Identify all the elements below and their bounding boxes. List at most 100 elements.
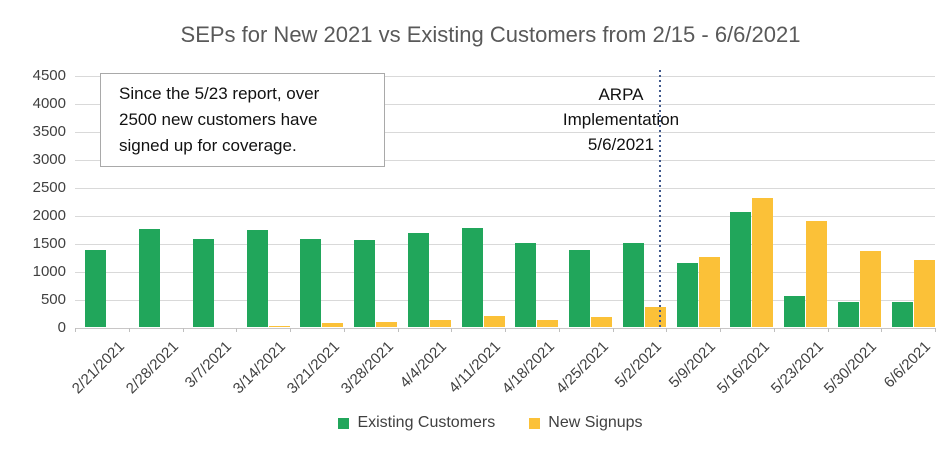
bar-group <box>398 75 452 327</box>
arpa-annotation: ARPA Implementation 5/6/2021 <box>535 82 707 157</box>
bar-group <box>505 75 559 327</box>
x-axis-label: 5/2/2021 <box>612 338 666 392</box>
note-box-line: 2500 new customers have <box>119 110 318 129</box>
bar-group <box>828 75 882 327</box>
x-axis-label: 5/9/2021 <box>665 338 720 392</box>
y-axis-label: 500 <box>40 291 66 308</box>
y-axis-label: 1000 <box>32 263 66 280</box>
bar-group <box>183 75 237 327</box>
bar-existing-customers-5/9/2021 <box>676 262 698 327</box>
y-axis-label: 3000 <box>32 151 66 168</box>
x-axis-tick <box>935 328 936 332</box>
bar-existing-customers-3/21/2021 <box>300 238 322 327</box>
chart-title: SEPs for New 2021 vs Existing Customers … <box>180 22 801 47</box>
gridline <box>75 160 935 161</box>
note-box: Since the 5/23 report, over 2500 new cus… <box>100 73 385 167</box>
arpa-annotation-line: ARPA <box>598 85 644 104</box>
x-axis-tick <box>397 328 399 332</box>
bar-new-signups-5/2/2021 <box>644 307 666 327</box>
bar-new-signups-3/21/2021 <box>322 322 344 327</box>
legend-item-new-signups: New Signups <box>529 414 643 432</box>
arpa-annotation-line: Implementation <box>562 110 680 129</box>
x-axis-label: 5/30/2021 <box>821 338 881 398</box>
legend-label: Existing Customers <box>357 414 496 431</box>
x-axis-label: 4/18/2021 <box>498 338 558 398</box>
y-axis-label: 3500 <box>32 123 66 140</box>
x-axis-tick <box>773 328 775 332</box>
bar-group <box>236 75 290 327</box>
bar-group <box>75 75 129 327</box>
bar-group <box>129 75 183 327</box>
x-axis-tick <box>451 328 453 332</box>
bars <box>75 75 935 327</box>
x-axis-label: 4/25/2021 <box>552 338 612 398</box>
new-signups-swatch-icon <box>529 417 541 429</box>
x-axis-label: 3/21/2021 <box>283 338 343 398</box>
bar-new-signups-5/30/2021 <box>859 251 881 327</box>
bar-group <box>881 75 935 327</box>
bar-new-signups-3/14/2021 <box>268 325 290 327</box>
bar-new-signups-4/11/2021 <box>483 315 505 327</box>
x-axis-tick <box>128 328 130 332</box>
x-axis-label: 4/11/2021 <box>445 338 505 397</box>
bar-existing-customers-3/7/2021 <box>192 238 214 327</box>
note-box-line: signed up for coverage. <box>119 136 297 155</box>
gridline <box>75 244 935 245</box>
y-axis-label: 2500 <box>32 179 66 196</box>
bar-group <box>720 75 774 327</box>
x-axis-label: 2/21/2021 <box>68 338 128 398</box>
x-axis-label: 5/23/2021 <box>767 338 827 398</box>
x-axis-tick <box>505 328 506 332</box>
bar-existing-customers-5/30/2021 <box>837 301 859 327</box>
gridline <box>75 132 935 133</box>
bar-existing-customers-5/16/2021 <box>730 212 752 327</box>
x-axis-tick <box>236 328 238 332</box>
gridline <box>75 104 935 105</box>
bar-existing-customers-4/25/2021 <box>569 250 591 327</box>
x-axis-label: 5/16/2021 <box>713 338 773 398</box>
x-axis-label: 3/7/2021 <box>182 338 236 392</box>
legend-item-existing-customers: Existing Customers <box>338 414 495 432</box>
bar-new-signups-5/23/2021 <box>806 220 828 327</box>
x-axis-label: 2/28/2021 <box>122 338 182 398</box>
bar-group <box>344 75 398 327</box>
bar-group <box>451 75 505 327</box>
x-axis-tick <box>75 328 76 332</box>
bar-group <box>290 75 344 327</box>
x-axis-label: 6/6/2021 <box>880 338 935 392</box>
y-axis-label: 4500 <box>32 67 66 84</box>
existing-customers-swatch-icon <box>338 417 350 429</box>
x-axis-tick <box>558 328 560 332</box>
bar-group <box>666 75 720 327</box>
bar-new-signups-5/9/2021 <box>698 257 720 327</box>
bar-existing-customers-2/28/2021 <box>139 229 161 327</box>
legend-label: New Signups <box>548 414 643 431</box>
bar-group <box>774 75 828 327</box>
x-axis-tick <box>881 328 883 332</box>
arpa-annotation-line: 5/6/2021 <box>587 135 655 154</box>
y-axis-label: 0 <box>57 319 66 336</box>
y-axis-label: 4000 <box>32 95 66 112</box>
bar-new-signups-4/25/2021 <box>591 317 613 327</box>
x-axis-tick <box>612 328 614 332</box>
x-axis-tick <box>827 328 829 332</box>
x-axis-label: 3/14/2021 <box>229 338 290 398</box>
x-axis-tick <box>182 328 184 332</box>
bar-new-signups-5/16/2021 <box>752 198 774 327</box>
gridline <box>75 272 935 273</box>
x-axis-label: 4/4/2021 <box>397 338 451 392</box>
bar-existing-customers-3/28/2021 <box>354 240 376 327</box>
x-axis-label: 3/28/2021 <box>337 338 397 398</box>
gridline <box>75 300 935 301</box>
x-axis-tick <box>720 328 721 332</box>
gridline <box>75 76 935 77</box>
x-axis-tick <box>343 328 345 332</box>
x-axis-tick <box>666 328 668 332</box>
bar-group <box>559 75 613 327</box>
legend: Existing Customers New Signups <box>0 414 951 432</box>
bar-existing-customers-4/18/2021 <box>515 243 537 327</box>
bar-new-signups-6/6/2021 <box>913 259 935 327</box>
bar-new-signups-4/4/2021 <box>429 320 451 327</box>
gridline <box>75 188 935 189</box>
